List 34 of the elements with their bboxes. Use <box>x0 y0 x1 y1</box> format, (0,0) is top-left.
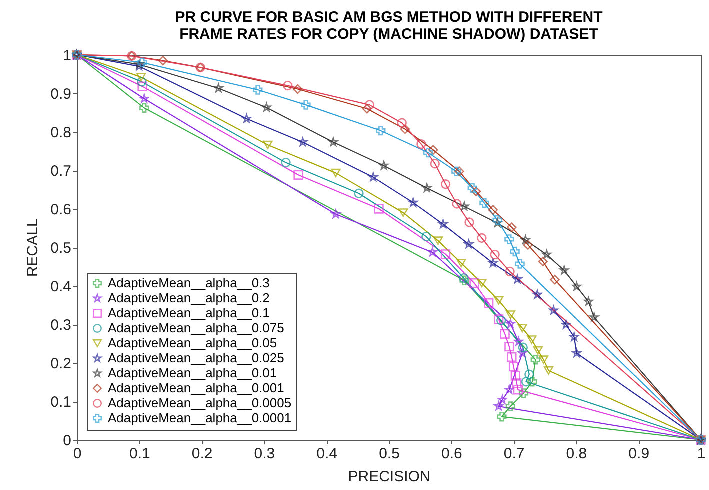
y-tick-label: 0.2 <box>50 356 72 372</box>
x-tick-label: 0.9 <box>628 446 650 462</box>
y-tick-label: 0.1 <box>50 394 72 411</box>
x-tick-label: 0.5 <box>379 446 400 462</box>
chart-title: PR CURVE FOR BASIC AM BGS METHOD WITH DIFFERENT FRAME RATES FOR COPY (MACHINE SHADOW) DATASET <box>175 9 603 43</box>
x-tick-label: 1 <box>697 446 706 462</box>
legend-label: AdaptiveMean__alpha__0.0001 <box>108 410 292 426</box>
x-tick-label: 0.6 <box>441 446 462 462</box>
legend-label: AdaptiveMean__alpha__0.0005 <box>108 396 292 410</box>
y-tick-label: 1 <box>63 48 72 64</box>
x-tick-label: 0.8 <box>566 446 588 462</box>
legend-label: AdaptiveMean__alpha__0.05 <box>108 336 278 350</box>
y-tick-label: 0.7 <box>50 163 72 180</box>
y-axis-title: RECALL <box>24 218 42 278</box>
x-tick-label: 0.4 <box>316 446 338 462</box>
x-tick-label: 0.2 <box>192 446 213 462</box>
y-tick-label: 0.5 <box>50 240 72 257</box>
legend-label: AdaptiveMean__alpha__0.2 <box>108 290 270 306</box>
y-tick-label: 0.3 <box>50 317 72 334</box>
legend-label: AdaptiveMean__alpha__0.01 <box>108 366 278 380</box>
y-tick-label: 0.8 <box>50 124 72 142</box>
x-tick-label: 0.3 <box>254 446 276 462</box>
legend-label: AdaptiveMean__alpha__0.001 <box>108 380 284 396</box>
y-tick-label: 0 <box>63 432 72 450</box>
legend-label: AdaptiveMean__alpha__0.3 <box>108 276 270 290</box>
x-tick-label: 0.7 <box>504 446 525 462</box>
legend-label: AdaptiveMean__alpha__0.075 <box>108 320 284 336</box>
y-tick-label: 0.6 <box>50 202 72 218</box>
x-axis-title: PRECISION <box>348 468 431 486</box>
y-tick-label: 0.9 <box>50 86 72 103</box>
legend-label: AdaptiveMean__alpha__0.025 <box>108 350 284 366</box>
x-tick-label: 0.1 <box>129 446 150 462</box>
y-tick-label: 0.4 <box>50 278 72 296</box>
legend-label: AdaptiveMean__alpha__0.1 <box>108 306 270 320</box>
